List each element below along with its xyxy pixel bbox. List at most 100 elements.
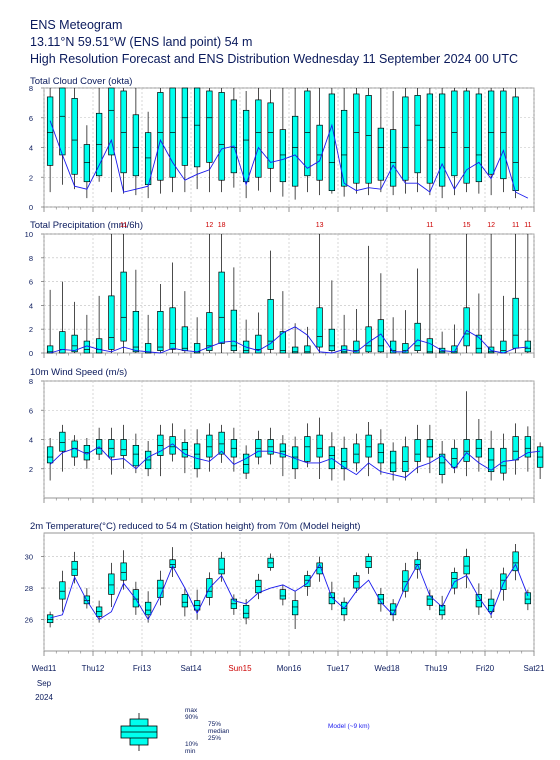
ytick-label-precip: 10 [25, 230, 33, 239]
box [414, 322, 421, 351]
box [402, 570, 409, 592]
ens-box-temp-7 [132, 581, 140, 615]
ens-box-precip-11 [181, 291, 189, 353]
box [144, 132, 152, 186]
ens-box-precip-22 [316, 234, 323, 353]
box [316, 124, 323, 181]
ens-box-precip-0 [46, 289, 54, 354]
ens-box-wind-18 [267, 427, 274, 465]
panel-title-precip: Total Precipitation (mm/6h) [30, 220, 143, 231]
box [255, 99, 262, 178]
ens-box-wind-9 [157, 424, 164, 477]
ens-box-wind-39 [524, 426, 532, 472]
box [59, 87, 66, 156]
box [500, 573, 507, 590]
box [389, 450, 397, 473]
ens-box-cloud-26 [365, 88, 372, 196]
box [365, 326, 372, 353]
box [255, 334, 262, 354]
box [524, 592, 532, 605]
box [463, 307, 470, 347]
meteogram-title: ENS Meteogram [30, 18, 123, 32]
ens-box-precip-6 [120, 234, 127, 353]
legend-p25: 25% [208, 735, 221, 742]
ens-box-temp-0 [46, 611, 54, 628]
ens-box-cloud-24 [340, 88, 348, 197]
ens-box-cloud-15 [230, 88, 238, 188]
ens-box-cloud-33 [451, 88, 458, 196]
box [59, 431, 66, 452]
box [218, 431, 225, 455]
box [83, 144, 91, 183]
hres-line-temp [49, 563, 529, 621]
day-label-sun15: Sun15 [228, 664, 252, 673]
box [365, 556, 372, 568]
box [353, 93, 360, 184]
legend-p75: 75% [208, 721, 221, 728]
ens-box-temp-16 [242, 599, 250, 625]
ytick-label-wind: 4 [29, 436, 33, 445]
box [193, 343, 201, 354]
box [451, 447, 458, 468]
ens-box-temp-20 [291, 591, 299, 629]
ens-box-wind-37 [500, 433, 507, 481]
box [242, 109, 250, 183]
ytick-label-precip: 2 [29, 325, 33, 334]
box [438, 93, 446, 187]
ens-box-wind-31 [426, 424, 434, 474]
overflow-label: 18 [218, 222, 226, 229]
ens-box-cloud-6 [120, 88, 127, 194]
box [132, 589, 140, 608]
ens-box-cloud-28 [389, 90, 397, 196]
ens-box-temp-1 [59, 570, 66, 612]
ens-box-cloud-12 [193, 87, 201, 190]
day-label-fri20: Fri20 [476, 664, 495, 673]
ens-box-precip-34 [463, 234, 470, 353]
ens-box-cloud-2 [71, 88, 78, 190]
ens-box-cloud-22 [316, 88, 323, 196]
location-line: 13.11°N 59.51°W (ENS land point) 54 m [30, 35, 253, 49]
box [181, 594, 189, 608]
ens-box-cloud-27 [377, 88, 385, 193]
box [46, 614, 54, 624]
ens-box-cloud-29 [402, 88, 409, 194]
ens-box-wind-22 [316, 417, 323, 479]
box [108, 295, 115, 350]
ens-box-temp-36 [487, 589, 495, 618]
box [279, 443, 287, 458]
box [144, 601, 152, 616]
panel-cloud: Total Cloud Cover (okta) 0 2 4 6 8 [29, 76, 535, 212]
ens-box-wind-15 [230, 427, 238, 472]
overflow-label: 12 [487, 222, 495, 229]
legend-p90: 90% [185, 714, 198, 721]
hres-line-precip [49, 326, 528, 354]
ens-box-precip-38 [512, 234, 519, 353]
box [365, 95, 372, 184]
ens-box-wind-1 [59, 424, 66, 472]
ens-box-temp-25 [353, 572, 360, 593]
ens-box-wind-7 [132, 433, 140, 474]
box [304, 575, 311, 587]
ens-box-precip-27 [377, 273, 385, 353]
box [512, 297, 519, 349]
ens-box-wind-0 [46, 438, 54, 481]
ytick-label-wind: 6 [29, 406, 33, 415]
box [267, 102, 274, 169]
box [438, 453, 446, 475]
ens-box-cloud-7 [132, 88, 140, 196]
box [71, 334, 78, 353]
box [328, 328, 336, 351]
panel-title-temp: 2m Temperature(°C) reduced to 54 m (Stat… [30, 521, 360, 532]
box [316, 434, 323, 458]
ens-box-wind-5 [108, 427, 115, 475]
ens-box-temp-24 [340, 597, 348, 622]
hres-line-wind [49, 443, 541, 478]
ens-box-cloud-36 [487, 88, 495, 196]
ens-box-temp-39 [524, 589, 532, 611]
ens-box-wind-29 [402, 436, 409, 481]
legend-min: min [185, 748, 196, 755]
overflow-label: 11 [512, 222, 519, 229]
box [120, 90, 127, 174]
ens-box-temp-3 [83, 588, 91, 609]
ens-box-temp-26 [365, 553, 372, 574]
